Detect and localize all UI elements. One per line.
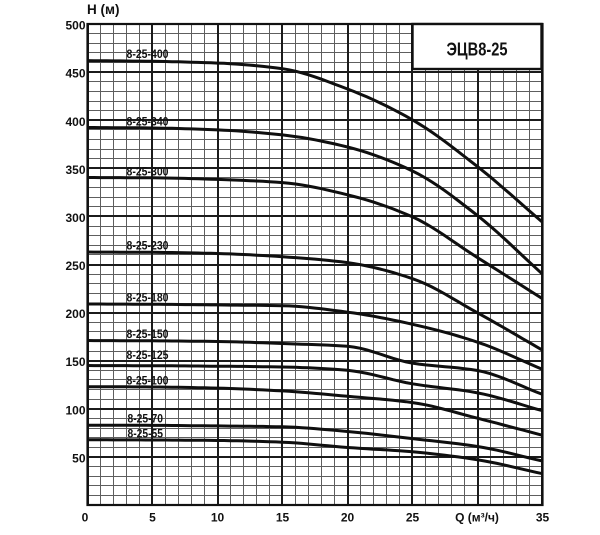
svg-text:8-25-55: 8-25-55 <box>128 426 164 440</box>
svg-text:ЭЦВ8-25: ЭЦВ8-25 <box>447 40 508 60</box>
svg-text:20: 20 <box>341 511 355 525</box>
svg-text:Н (м): Н (м) <box>87 2 119 17</box>
svg-text:150: 150 <box>65 355 85 369</box>
svg-text:35: 35 <box>536 511 550 525</box>
svg-text:8-25-100: 8-25-100 <box>127 373 169 387</box>
svg-text:0: 0 <box>82 511 89 525</box>
svg-text:50: 50 <box>72 451 86 465</box>
svg-text:100: 100 <box>65 403 85 417</box>
svg-text:25: 25 <box>406 511 420 525</box>
svg-text:15: 15 <box>276 511 290 525</box>
svg-text:450: 450 <box>65 67 85 81</box>
svg-text:8-25-150: 8-25-150 <box>127 327 169 341</box>
svg-text:8-25-400: 8-25-400 <box>127 47 169 61</box>
svg-text:400: 400 <box>65 115 85 129</box>
svg-text:250: 250 <box>65 259 85 273</box>
svg-text:350: 350 <box>65 163 85 177</box>
svg-text:8-25-125: 8-25-125 <box>127 348 169 362</box>
svg-text:200: 200 <box>65 307 85 321</box>
svg-text:500: 500 <box>65 19 85 33</box>
svg-text:5: 5 <box>149 511 156 525</box>
svg-text:8-25-300: 8-25-300 <box>127 164 169 178</box>
svg-text:Q (м³/ч): Q (м³/ч) <box>455 511 499 525</box>
svg-text:8-25-180: 8-25-180 <box>127 290 169 304</box>
svg-text:8-25-230: 8-25-230 <box>127 239 169 253</box>
svg-text:8-25-70: 8-25-70 <box>128 412 164 426</box>
svg-text:300: 300 <box>65 211 85 225</box>
svg-text:10: 10 <box>211 511 225 525</box>
svg-text:8-25-340: 8-25-340 <box>127 115 169 129</box>
